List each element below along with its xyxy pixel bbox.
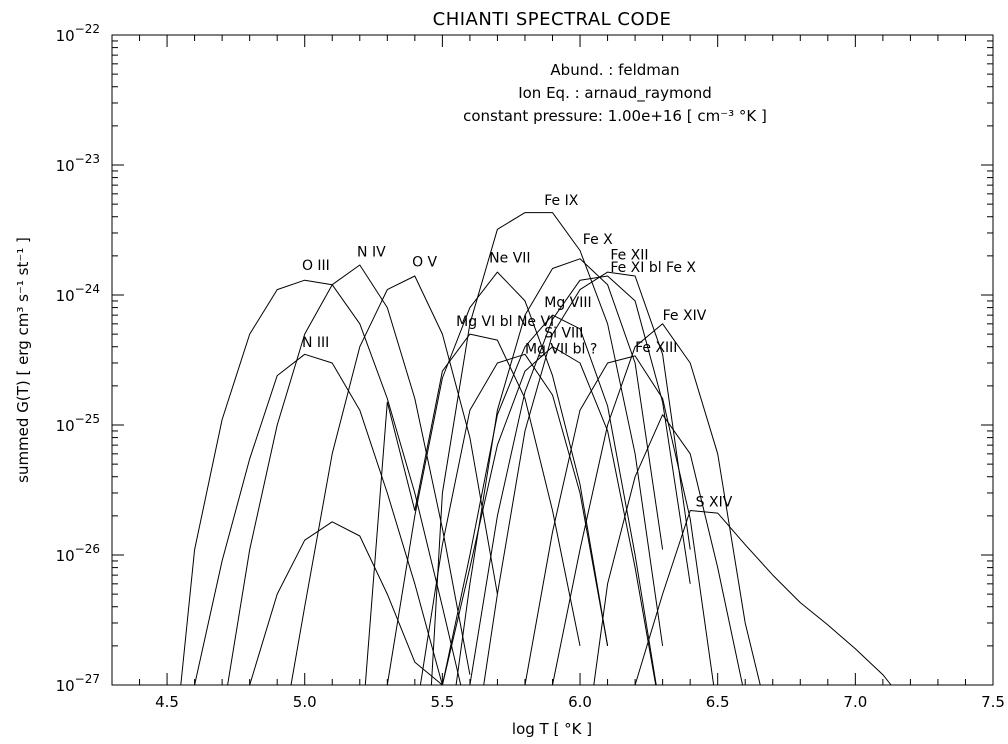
ion-label-s-xiv: S XIV — [696, 494, 733, 510]
y-tick-label: 10−25 — [56, 412, 100, 435]
x-tick-label: 4.5 — [155, 693, 179, 711]
x-tick-label: 6.5 — [706, 693, 730, 711]
ion-label-fe-xiii: Fe XIII — [635, 340, 677, 356]
ion-label-fe-x: Fe X — [583, 232, 613, 248]
curve-s-iv — [249, 521, 444, 685]
y-tick-label: 10−26 — [56, 542, 100, 565]
y-axis-title: summed G(T) [ erg cm³ s⁻¹ st⁻¹ ] — [14, 237, 32, 483]
curve-mg-vii-bl — [419, 353, 609, 685]
ion-label-o-v: O V — [412, 254, 437, 270]
curve-si-viii — [441, 346, 657, 685]
y-tick-label: 10−27 — [56, 672, 100, 695]
x-axis-title: log T [ °K ] — [512, 720, 592, 738]
ion-label-fe-xi-bl-fe-x: Fe XI bl Fe X — [610, 260, 696, 276]
x-tick-label: 5.5 — [430, 693, 454, 711]
ion-label-si-viii: Si VIII — [544, 325, 583, 341]
ion-label-mg-viii: Mg VIII — [544, 295, 591, 311]
y-tick-label: 10−23 — [56, 152, 100, 175]
curve-fe-xiii — [524, 355, 715, 685]
ion-label-n-iv: N IV — [357, 244, 386, 260]
x-tick-label: 7.5 — [981, 693, 1005, 711]
y-tick-label: 10−24 — [56, 282, 100, 305]
chart-title: CHIANTI SPECTRAL CODE — [433, 9, 672, 30]
curve-o-iii — [180, 279, 462, 685]
annotation-ion-eq: Ion Eq. : arnaud_raymond — [518, 84, 712, 103]
ion-label-ne-vii: Ne VII — [489, 251, 530, 267]
curve-mg-vi-bl-ne-vi — [364, 333, 581, 685]
annotations: Abund. : feldman Ion Eq. : arnaud_raymon… — [463, 61, 767, 125]
ion-label-fe-ix: Fe IX — [544, 193, 578, 209]
curve-fe-xi-bl-fe-x — [469, 275, 691, 685]
curve-s-xiv — [634, 510, 892, 685]
curves — [180, 212, 892, 685]
annotation-abundance: Abund. : feldman — [550, 61, 679, 79]
x-tick-label: 7.0 — [843, 693, 867, 711]
x-tick-label: 6.0 — [568, 693, 592, 711]
curve-n-iv — [227, 264, 471, 685]
ion-label-fe-xiv: Fe XIV — [663, 308, 707, 324]
ion-label-o-iii: O III — [302, 258, 330, 274]
ion-label-mg-vii-bl: Mg VII bl ? — [525, 342, 597, 358]
curve-o-v — [290, 275, 498, 685]
curve-fe-ix — [430, 212, 664, 685]
curve-ne-vii — [386, 271, 609, 685]
curve-fe-xiv — [552, 323, 761, 685]
plot-frame — [111, 34, 994, 686]
y-tick-label: 10−22 — [56, 22, 100, 45]
x-tick-label: 5.0 — [293, 693, 317, 711]
ion-label-fe-xii: Fe XII — [610, 247, 648, 263]
curve-n-iii — [194, 353, 443, 685]
curve-mg-viii — [441, 314, 657, 685]
annotation-pressure: constant pressure: 1.00e+16 [ cm⁻³ °K ] — [463, 107, 767, 125]
curve-fe-xii — [483, 271, 691, 685]
ion-label-mg-vi-bl-ne-vi: Mg VI bl Ne VI — [456, 314, 554, 330]
curve-fe-xv — [593, 414, 744, 685]
y-axis-ticks: 10−22 10−23 10−24 10−25 10−26 10−27 — [56, 22, 993, 695]
ion-label-n-iii: N III — [302, 335, 329, 351]
x-axis-ticks: 4.5 5.0 5.5 6.0 6.5 7.0 7.5 — [111, 35, 1005, 711]
